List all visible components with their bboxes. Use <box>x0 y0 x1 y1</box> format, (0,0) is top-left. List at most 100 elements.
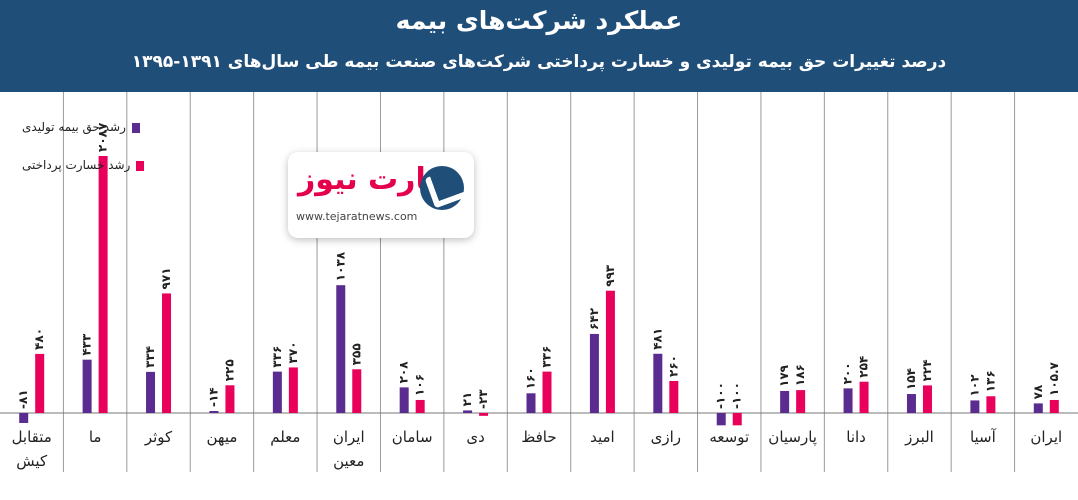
value-label-loss: ۲۵۴ <box>857 356 871 378</box>
legend-item-premium: رشد حق بیمه تولیدی <box>22 120 140 134</box>
category-label: معلم <box>270 428 300 446</box>
value-label-premium: ۴۸۱ <box>650 328 664 350</box>
category-label: دی <box>466 428 484 446</box>
bar-premium <box>589 333 599 413</box>
value-label-premium: ۲۰۰ <box>841 362 855 384</box>
bar-premium <box>463 410 473 413</box>
bar-loss <box>986 396 996 413</box>
value-label-premium: -۱۰۰ <box>714 382 728 409</box>
value-label-premium: ۲۰۸ <box>397 361 411 384</box>
value-label-premium: ۳۳۴ <box>143 346 157 368</box>
category-label: میهن <box>206 428 237 446</box>
bar-loss <box>479 413 489 416</box>
value-label-loss: ۲۶۰ <box>666 355 680 377</box>
category-label: ما <box>89 428 102 446</box>
logo-url: www.tejaratnews.com <box>296 210 418 223</box>
value-label-premium: ۱۵۴ <box>904 368 918 390</box>
chart-title: عملکرد شرکت‌های بیمه <box>395 6 683 35</box>
value-label-loss: ۳۷۰ <box>286 341 300 363</box>
bar-loss <box>922 385 932 413</box>
bar-loss <box>732 413 742 426</box>
value-label-premium: ۱۰۲ <box>967 374 981 397</box>
bar-premium <box>780 390 790 413</box>
legend-label-premium: رشد حق بیمه تولیدی <box>22 120 126 134</box>
category-label: دانا <box>846 428 866 446</box>
value-label-premium: ۳۳۶ <box>270 346 284 368</box>
value-label-loss: ۴۸۰ <box>32 328 46 350</box>
value-label-loss: ۱۳۶ <box>983 370 997 392</box>
value-label-premium: -۸۱ <box>16 389 30 409</box>
bar-loss <box>225 385 235 413</box>
bar-premium <box>146 371 156 413</box>
bar-premium <box>19 413 29 423</box>
value-label-loss: ۳۳۶ <box>540 346 554 368</box>
value-label-loss: ۹۹۳ <box>603 264 617 287</box>
legend-swatch-loss <box>136 160 145 171</box>
category-label: رازی <box>651 428 681 446</box>
value-label-premium: ۷۸ <box>1031 384 1045 399</box>
bar-loss <box>669 380 679 413</box>
category-label: کیش <box>16 452 48 470</box>
value-label-loss: ۱۰۶ <box>413 374 427 396</box>
bar-loss <box>605 290 615 413</box>
bar-premium <box>82 359 92 413</box>
bar-premium <box>526 393 536 413</box>
value-label-loss: -۲۳ <box>476 389 490 409</box>
value-label-loss: ۱۸۶ <box>793 364 807 386</box>
value-label-loss: -۱۰۰ <box>730 382 744 409</box>
bar-loss <box>98 156 108 413</box>
bar-loss <box>542 371 552 413</box>
bar-premium <box>843 388 853 413</box>
legend-label-loss: رشد خسارت پرداختی <box>22 158 131 172</box>
bar-premium <box>1033 403 1043 413</box>
category-label: ایران <box>333 428 365 446</box>
bar-chart: ۷۸ ۱۰۲ ۱۵۴ ۲۰۰ ۱۷۹ -۱۰۰ ۴۸۱ ۶۴۲ ۱۶۰ ۲۱ ۲۰۸ ۱۰۳۸ ۳۳۶ -… <box>0 92 1078 472</box>
category-label: ایران <box>1030 428 1062 446</box>
chart-subtitle: درصد تغییرات حق بیمه تولیدی و خسارت پردا… <box>131 52 947 72</box>
category-label: متقابل <box>12 428 52 446</box>
category-label: کوثر <box>144 428 173 446</box>
value-label-premium: ۱۷۹ <box>777 364 791 387</box>
category-label: آسیا <box>970 428 997 446</box>
category-label: توسعه <box>709 428 749 446</box>
bar-loss <box>288 367 298 413</box>
bar-loss <box>352 369 362 413</box>
bar-premium <box>209 411 219 413</box>
value-label-premium: ۲۱ <box>460 392 474 407</box>
bar-loss <box>162 293 172 413</box>
value-label-premium: ۶۴۲ <box>587 307 601 330</box>
bar-loss <box>1049 399 1059 413</box>
legend-swatch-premium <box>131 122 140 133</box>
bar-premium <box>653 353 663 413</box>
bar-premium <box>272 371 282 413</box>
value-label-loss: ۲۲۵ <box>222 359 236 381</box>
value-label-premium: ۱۶۰ <box>524 367 538 389</box>
category-label: معین <box>333 452 364 470</box>
bar-premium <box>970 400 980 413</box>
bar-premium <box>399 387 409 413</box>
bar-loss <box>415 399 425 413</box>
value-label-loss: ۱۰۵.۷ <box>1047 361 1061 396</box>
category-label: پارسیان <box>768 428 817 447</box>
category-label: البرز <box>904 428 934 446</box>
bar-premium <box>716 413 726 426</box>
logo: تجارت نیوز www.tejaratnews.com <box>288 152 474 238</box>
value-label-loss: ۲۰۸۷ <box>96 122 110 152</box>
value-label-premium: ۱۰۳۸ <box>333 251 347 281</box>
bar-premium <box>336 285 346 413</box>
legend-item-loss: رشد خسارت پرداختی <box>22 158 145 172</box>
value-label-premium: ۴۳۳ <box>80 333 94 356</box>
category-label: امید <box>590 428 615 446</box>
category-label: حافظ <box>521 428 556 446</box>
bar-premium <box>906 394 916 413</box>
logo-mark-icon <box>420 166 466 210</box>
chart-header: عملکرد شرکت‌های بیمه درصد تغییرات حق بیم… <box>0 0 1078 92</box>
bar-loss <box>796 390 806 413</box>
value-label-loss: ۳۵۵ <box>349 343 363 365</box>
value-label-loss: ۹۷۱ <box>159 267 173 289</box>
bar-loss <box>35 353 45 413</box>
value-label-premium: -۱۴ <box>206 387 220 407</box>
value-label-loss: ۲۲۴ <box>920 359 934 381</box>
category-label: سامان <box>392 428 433 446</box>
bar-loss <box>859 381 869 413</box>
